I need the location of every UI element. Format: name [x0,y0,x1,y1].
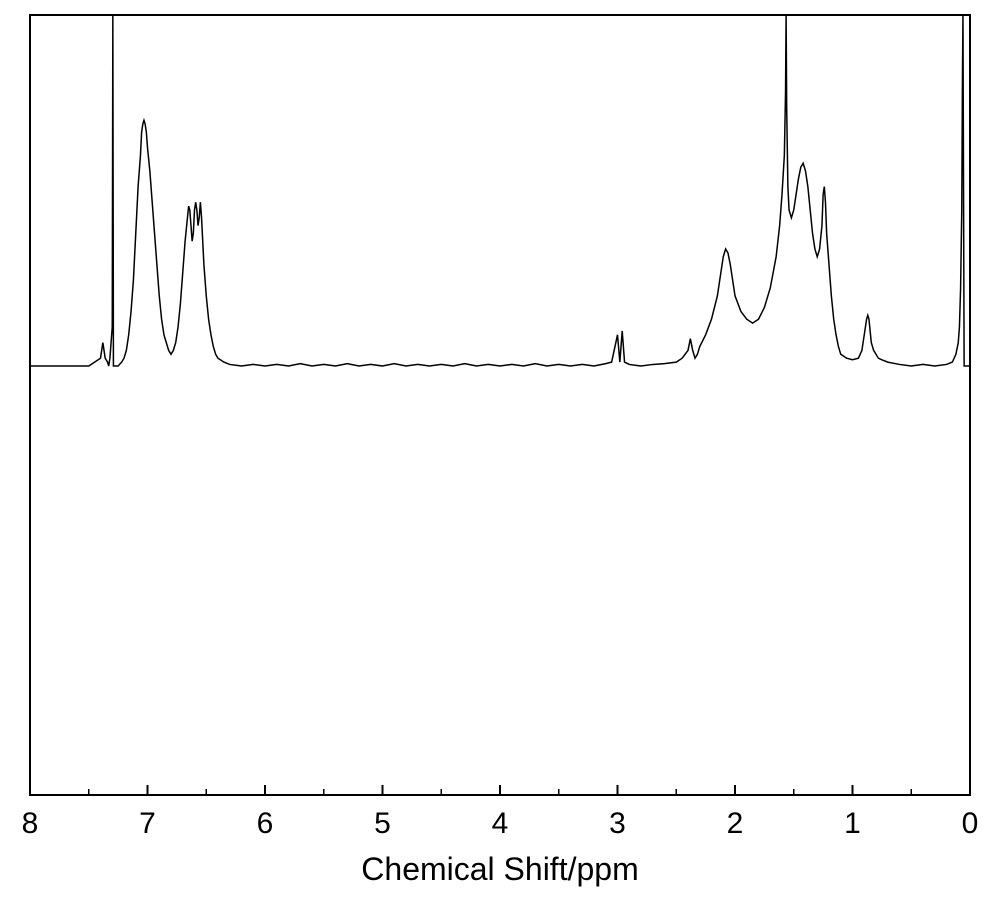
x-tick-label: 1 [844,807,861,840]
spectrum-line [30,15,970,366]
spectrum-svg: 8 7 6 5 4 3 2 1 0 Chemical Shift/ppm [0,0,1000,915]
x-tick-label: 2 [727,807,744,840]
plot-border [30,15,970,795]
x-tick-label: 0 [962,807,979,840]
x-tick-label: 3 [609,807,626,840]
x-tick-label: 4 [492,807,509,840]
x-tick-label: 8 [22,807,39,840]
nmr-spectrum-chart: 8 7 6 5 4 3 2 1 0 Chemical Shift/ppm [0,0,1000,915]
x-tick-label: 6 [257,807,274,840]
x-tick-label: 5 [374,807,391,840]
x-axis-tick-labels: 8 7 6 5 4 3 2 1 0 [22,807,979,840]
x-axis-ticks [30,785,970,795]
x-tick-label: 7 [139,807,156,840]
x-axis-label: Chemical Shift/ppm [361,851,638,887]
